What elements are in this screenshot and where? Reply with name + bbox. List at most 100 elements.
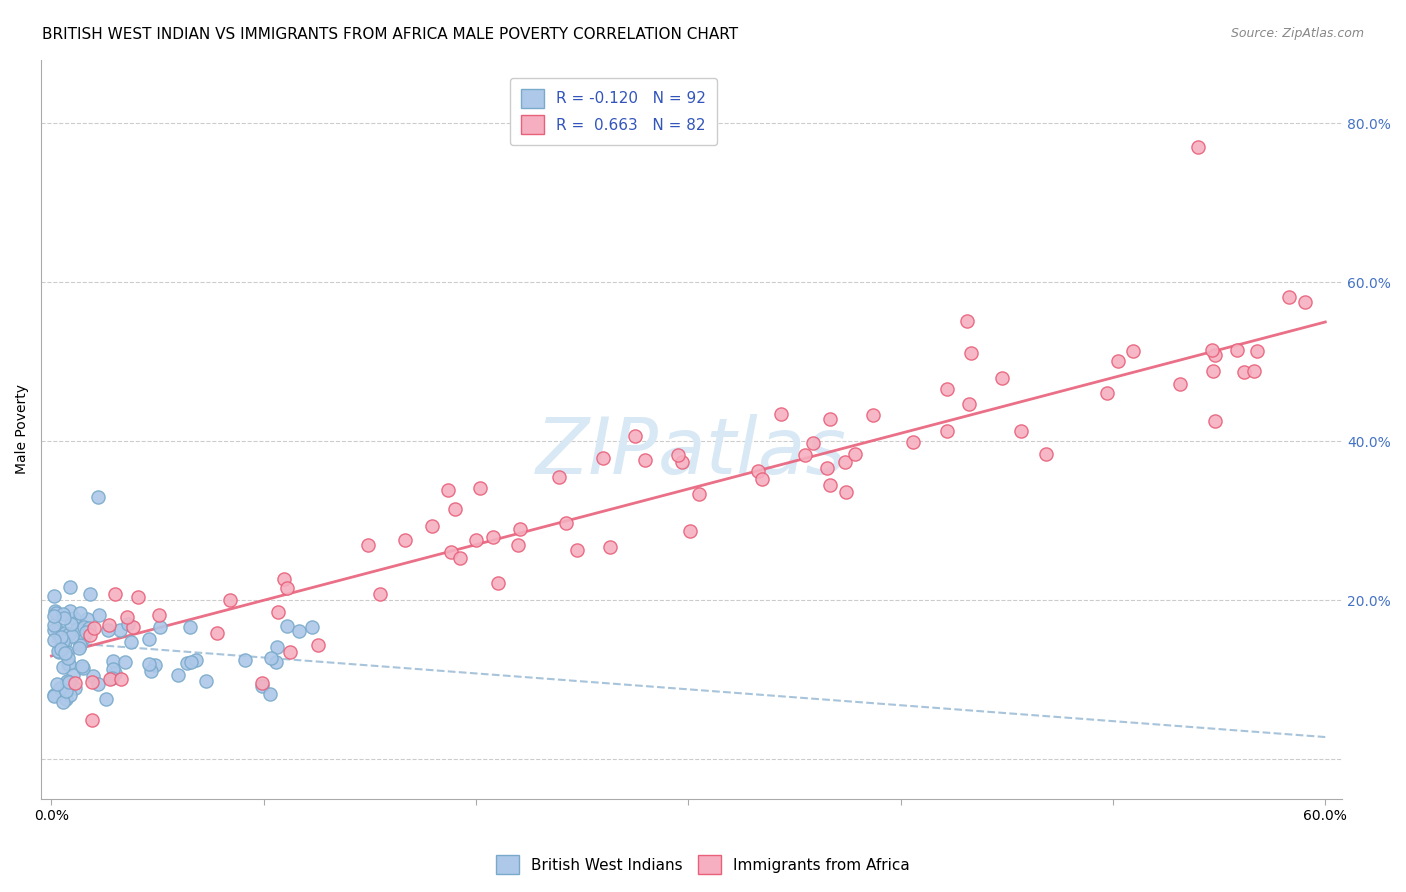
Legend: British West Indians, Immigrants from Africa: British West Indians, Immigrants from Af…	[489, 849, 917, 880]
Point	[1035, 447, 1057, 461]
Point	[42, 590, 65, 604]
Point	[437, 483, 460, 497]
Point	[1107, 354, 1129, 368]
Point	[42, 624, 65, 638]
Text: Source: ZipAtlas.com: Source: ZipAtlas.com	[1230, 27, 1364, 40]
Point	[267, 606, 290, 620]
Point	[79, 627, 101, 641]
Point	[278, 645, 301, 659]
Point	[747, 464, 769, 478]
Point	[835, 484, 858, 499]
Point	[444, 502, 467, 516]
Point	[59, 580, 82, 594]
Point	[52, 607, 75, 622]
Point	[422, 519, 444, 533]
Point	[55, 674, 77, 689]
Point	[308, 638, 330, 652]
Point	[83, 621, 105, 635]
Point	[58, 627, 80, 641]
Point	[55, 684, 77, 698]
Point	[233, 653, 256, 667]
Point	[769, 407, 792, 421]
Point	[62, 667, 84, 681]
Point	[260, 650, 283, 665]
Y-axis label: Male Poverty: Male Poverty	[15, 384, 30, 475]
Point	[1294, 294, 1316, 309]
Point	[801, 435, 824, 450]
Point	[1233, 365, 1256, 379]
Point	[960, 346, 983, 360]
Point	[53, 646, 76, 660]
Point	[1204, 348, 1226, 362]
Point	[121, 620, 143, 634]
Point	[148, 607, 170, 622]
Point	[301, 620, 323, 634]
Point	[76, 611, 98, 625]
Point	[66, 623, 89, 637]
Point	[1226, 343, 1249, 357]
Point	[72, 661, 94, 675]
Point	[63, 681, 86, 695]
Point	[67, 640, 90, 655]
Point	[87, 490, 110, 504]
Point	[82, 668, 104, 682]
Point	[42, 617, 65, 632]
Point	[56, 651, 79, 665]
Point	[440, 545, 463, 559]
Point	[138, 657, 160, 671]
Point	[59, 604, 82, 618]
Point	[509, 522, 531, 536]
Text: ZIPatlas: ZIPatlas	[536, 414, 846, 490]
Point	[1201, 364, 1223, 378]
Point	[77, 621, 100, 635]
Point	[87, 677, 110, 691]
Point	[45, 607, 67, 621]
Point	[141, 664, 163, 678]
Point	[555, 516, 578, 530]
Point	[56, 627, 79, 641]
Point	[108, 624, 131, 638]
Point	[176, 657, 198, 671]
Point	[55, 626, 77, 640]
Point	[100, 671, 122, 685]
Point	[52, 660, 75, 674]
Point	[936, 424, 959, 438]
Point	[69, 607, 91, 621]
Point	[844, 447, 866, 461]
Point	[935, 382, 957, 396]
Point	[218, 592, 240, 607]
Point	[794, 448, 817, 462]
Point	[464, 533, 486, 547]
Point	[820, 477, 842, 491]
Point	[51, 694, 73, 708]
Point	[73, 631, 96, 645]
Point	[599, 540, 621, 554]
Point	[481, 530, 503, 544]
Point	[450, 550, 472, 565]
Point	[104, 587, 127, 601]
Point	[1204, 414, 1226, 428]
Point	[565, 542, 588, 557]
Point	[49, 640, 72, 655]
Point	[55, 674, 77, 689]
Point	[1201, 343, 1223, 357]
Point	[548, 469, 571, 483]
Point	[70, 659, 93, 673]
Point	[186, 652, 208, 666]
Point	[73, 620, 96, 634]
Point	[956, 313, 979, 327]
Point	[592, 451, 614, 466]
Point	[1010, 425, 1032, 439]
Point	[79, 587, 101, 601]
Point	[624, 429, 647, 443]
Point	[60, 629, 83, 643]
Point	[1246, 343, 1268, 358]
Point	[101, 654, 124, 668]
Point	[138, 632, 160, 647]
Point	[44, 604, 66, 618]
Point	[276, 582, 298, 596]
Point	[394, 533, 416, 547]
Point	[63, 610, 86, 624]
Point	[55, 692, 77, 706]
Point	[751, 472, 773, 486]
